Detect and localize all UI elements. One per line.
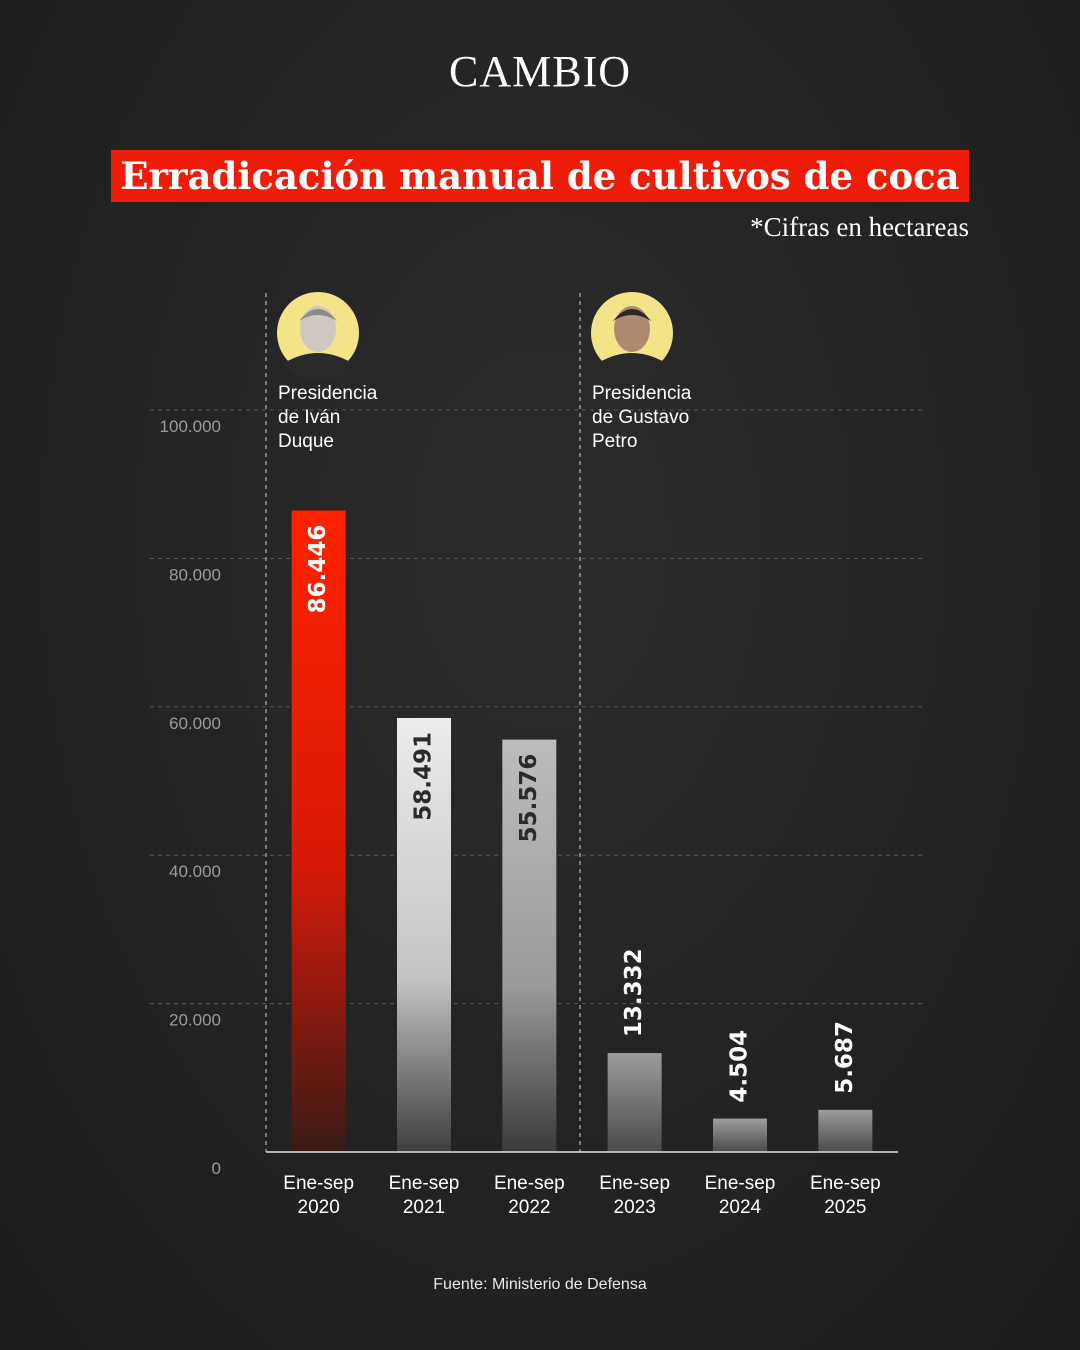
x-tick-label: 2022 (508, 1197, 550, 1218)
bar (713, 1118, 767, 1152)
y-axis-ticks: 0 20.000 40.000 60.000 80.000 100.000 (160, 417, 221, 1178)
x-tick-label: Ene-sep (283, 1173, 354, 1194)
portrait-ivan-duque (277, 292, 359, 382)
y-tick-label: 100.000 (160, 417, 221, 436)
x-tick-label: 2020 (298, 1197, 340, 1218)
bar (818, 1109, 873, 1152)
presidency-label: de Iván (278, 407, 340, 428)
y-tick-label: 60.000 (169, 714, 221, 733)
x-tick-label: 2024 (719, 1197, 762, 1218)
x-tick-label: 2021 (403, 1197, 445, 1218)
presidency-label: Petro (592, 431, 637, 452)
bars: 86.446 58.491 55.576 13.332 4.504 5.687 (291, 510, 873, 1152)
title-banner: Erradicación manual de cultivos de coca (111, 150, 969, 202)
portrait-suit (284, 353, 352, 382)
x-tick-label: Ene-sep (705, 1173, 776, 1194)
y-tick-label: 20.000 (169, 1011, 221, 1030)
bar-value-label: 5.687 (832, 1021, 858, 1094)
x-tick-label: 2023 (614, 1197, 656, 1218)
y-tick-label: 80.000 (169, 565, 221, 584)
x-tick-label: Ene-sep (599, 1173, 670, 1194)
bar-value-label: 4.504 (727, 1030, 753, 1103)
bar-value-label: 55.576 (516, 754, 542, 843)
bar (502, 739, 557, 1152)
bar-value-label: 13.332 (621, 948, 647, 1037)
brand-logo: CAMBIO (448, 47, 632, 96)
presidency-label: de Gustavo (592, 407, 689, 428)
x-tick-label: Ene-sep (494, 1173, 565, 1194)
presidency-label: Presidencia (592, 383, 692, 404)
y-tick-label: 0 (212, 1159, 221, 1178)
y-tick-label: 40.000 (169, 862, 221, 881)
portrait-face (300, 306, 336, 352)
x-axis-labels: Ene-sep 2020 Ene-sep 2021 Ene-sep 2022 Ene-sep… (283, 1173, 880, 1218)
portrait-hair (613, 309, 651, 321)
units-note: *Cifras en hectareas (750, 212, 969, 242)
chart-title: Erradicación manual de cultivos de coca (120, 154, 960, 198)
presidency-label: Presidencia (278, 383, 378, 404)
bar-value-label: 86.446 (305, 525, 331, 614)
presidency-label: Duque (278, 431, 334, 452)
portrait-face (614, 306, 650, 352)
bar-value-label: 58.491 (411, 732, 437, 821)
source-note: Fuente: Ministerio de Defensa (433, 1276, 647, 1293)
presidency-dividers (265, 293, 581, 1152)
x-tick-label: 2025 (824, 1197, 866, 1218)
x-tick-label: Ene-sep (810, 1173, 881, 1194)
presidency-labels: Presidencia de Iván Duque Presidencia de Gus… (277, 292, 692, 452)
bar (291, 510, 346, 1152)
x-tick-label: Ene-sep (389, 1173, 460, 1194)
portrait-suit (598, 353, 666, 382)
portrait-gustavo-petro (591, 292, 673, 382)
bar (397, 717, 451, 1152)
portrait-hair (299, 309, 337, 321)
bar (607, 1053, 662, 1152)
